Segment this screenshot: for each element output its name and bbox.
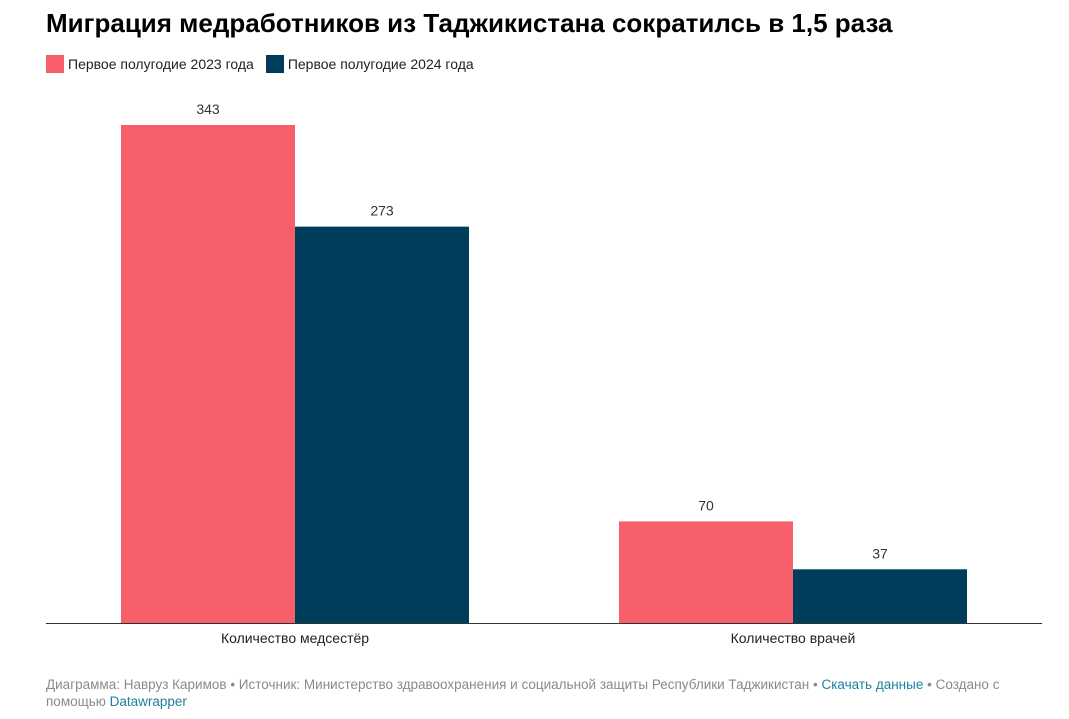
bar-2024-0 — [295, 226, 469, 623]
legend: Первое полугодие 2023 года Первое полуго… — [46, 55, 486, 73]
footer-separator: • — [923, 677, 936, 692]
footer-author: Диаграмма: Навруз Каримов — [46, 677, 227, 692]
legend-swatch-2023 — [46, 55, 64, 73]
data-label: 70 — [698, 497, 714, 513]
bar-2024-1 — [793, 569, 967, 623]
legend-item-2023: Первое полугодие 2023 года — [46, 55, 254, 73]
footer-separator: • — [226, 677, 239, 692]
footer-separator: • — [809, 677, 822, 692]
chart-title: Миграция медработников из Таджикистана с… — [46, 8, 893, 38]
legend-item-2024: Первое полугодие 2024 года — [265, 55, 474, 73]
bar-2023-1 — [619, 521, 793, 623]
data-label: 37 — [872, 545, 888, 561]
bar-2023-0 — [121, 125, 295, 623]
legend-label-2024: Первое полугодие 2024 года — [287, 56, 474, 72]
footer-source: Источник: Министерство здравоохранения и… — [238, 677, 810, 692]
x-tick-label: Количество медсестёр — [221, 630, 369, 646]
download-data-link[interactable]: Скачать данные — [821, 677, 924, 692]
footer: Диаграмма: Навруз Каримов • Источник: Ми… — [46, 676, 1036, 710]
legend-swatch-2024 — [265, 55, 284, 73]
data-label: 273 — [370, 203, 394, 219]
datawrapper-link[interactable]: Datawrapper — [109, 694, 187, 709]
data-label: 343 — [196, 101, 220, 117]
x-tick-label: Количество врачей — [731, 630, 856, 646]
bar-chart: 343 273 Количество медсестёр 70 37 Количество… — [46, 101, 1042, 646]
footer-created: Создано с помощью — [46, 677, 1000, 709]
legend-label-2023: Первое полугодие 2023 года — [68, 56, 254, 72]
